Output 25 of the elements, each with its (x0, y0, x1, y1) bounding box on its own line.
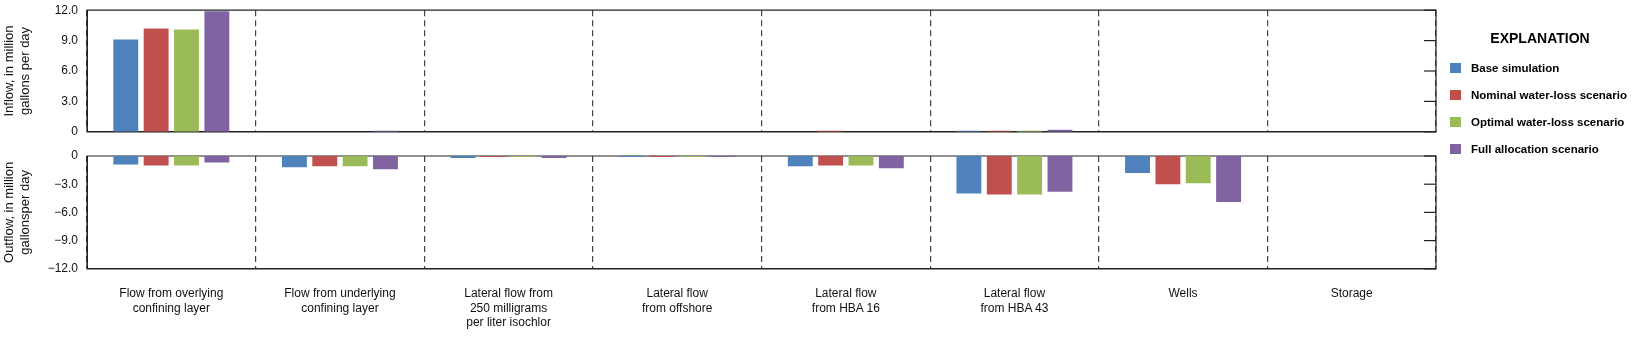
y-tick-label: 0 (71, 148, 79, 163)
y-tick-label: 3.0 (61, 93, 79, 108)
x-tick-label: Storage (1330, 286, 1374, 301)
y-tick-label: −12.0 (47, 261, 79, 276)
x-tick-label: Lateral flow from HBA 43 (980, 286, 1049, 315)
legend-title: EXPLANATION (1489, 30, 1591, 46)
y-axis-title: Inflow, in million gallons per day (1, 25, 32, 117)
y-tick-label: −9.0 (54, 232, 79, 247)
legend-label: Base simulation (1471, 61, 1560, 74)
y-tick-label: −3.0 (54, 176, 79, 191)
x-tick-label: Lateral flow from 250 milligrams per liter isochlor (464, 286, 553, 330)
y-axis-title: Outflow, in million gallonsper day (1, 161, 32, 263)
x-tick-label: Wells (1168, 286, 1198, 301)
legend-label: Nominal water-loss scenario (1471, 88, 1627, 101)
x-tick-label: Flow from underlying confining layer (284, 286, 396, 315)
legend-label: Optimal water-loss scenario (1471, 115, 1625, 128)
x-tick-label: Flow from overlying confining layer (119, 286, 224, 315)
x-tick-label: Lateral flow from HBA 16 (811, 286, 881, 315)
legend-label: Full allocation scenario (1471, 142, 1599, 155)
y-tick-label: 12.0 (54, 2, 79, 17)
x-tick-label: Lateral flow from offshore (641, 286, 713, 315)
y-tick-label: −6.0 (54, 204, 79, 219)
y-tick-label: 6.0 (61, 63, 79, 78)
y-tick-label: 9.0 (61, 32, 79, 47)
y-tick-label: 0 (71, 124, 79, 139)
